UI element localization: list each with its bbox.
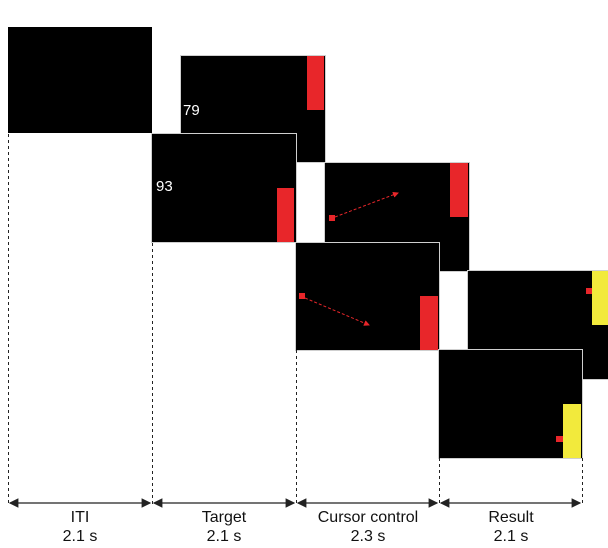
phase-name: Target <box>201 509 247 526</box>
red-target-bar <box>450 163 468 217</box>
phase-name: Cursor control <box>317 509 419 526</box>
trial-number-front: 93 <box>156 178 173 195</box>
cursor-trajectory-front <box>299 293 370 326</box>
phase-duration: 2.1 s <box>62 528 98 545</box>
phase-label-iti: ITI 2.1 s <box>10 508 150 546</box>
cursor-dot <box>586 288 592 294</box>
phase-boundaries <box>8 134 583 506</box>
cursor-trajectory-back <box>329 191 399 221</box>
phase-name: ITI <box>70 509 90 526</box>
target-front-screen: 93 <box>152 134 296 242</box>
cursor-dot <box>556 436 563 442</box>
trial-number-back: 79 <box>183 102 200 119</box>
red-target-bar <box>420 296 438 350</box>
phase-label-target: Target 2.1 s <box>154 508 294 546</box>
cursor-front-screen <box>296 243 439 350</box>
phase-name: Result <box>488 509 534 526</box>
red-target-bar <box>277 188 294 242</box>
phase-label-result: Result 2.1 s <box>441 508 581 546</box>
phase-duration: 2.1 s <box>493 528 529 545</box>
yellow-target-bar <box>563 404 581 458</box>
red-target-bar <box>307 56 324 110</box>
yellow-target-bar <box>592 271 608 325</box>
phase-duration: 2.3 s <box>350 528 386 545</box>
phase-label-cursor-control: Cursor control 2.3 s <box>298 508 438 546</box>
phase-duration: 2.1 s <box>206 528 242 545</box>
result-front-screen <box>439 350 582 458</box>
iti-screen <box>8 27 152 133</box>
